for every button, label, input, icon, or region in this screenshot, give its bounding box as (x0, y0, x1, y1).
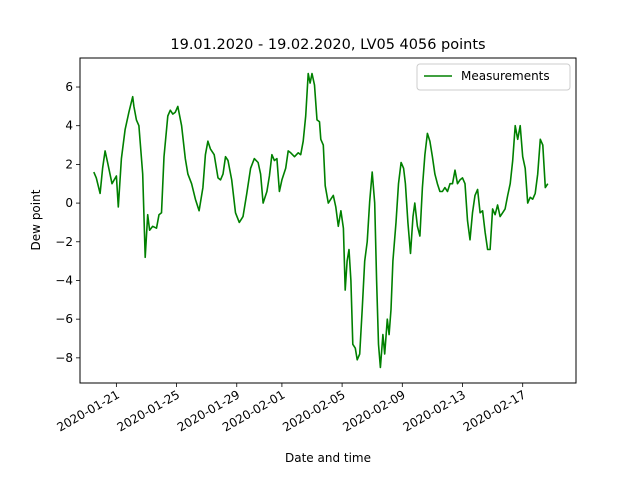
measurements-series-line (93, 72, 549, 369)
x-axis-title: Date and time (285, 451, 371, 465)
legend: Measurements (416, 63, 571, 91)
plot-area-frame (79, 57, 577, 384)
y-axis: −8 −6 −4 −2 0 2 4 6 (55, 80, 80, 365)
legend-box (416, 63, 571, 91)
y-axis-title: Dew point (29, 189, 43, 250)
y-tick-label: −8 (55, 351, 73, 365)
y-tick-label: −4 (55, 273, 73, 287)
y-tick-label: −2 (55, 235, 73, 249)
y-tick-label: 6 (65, 80, 73, 94)
chart-title: 19.01.2020 - 19.02.2020, LV05 4056 point… (170, 37, 485, 53)
y-tick-label: 4 (65, 119, 73, 133)
legend-label: Measurements (461, 69, 550, 83)
y-tick-label: 0 (65, 196, 73, 210)
y-tick-label: −6 (55, 312, 73, 326)
y-tick-label: 2 (65, 157, 73, 171)
